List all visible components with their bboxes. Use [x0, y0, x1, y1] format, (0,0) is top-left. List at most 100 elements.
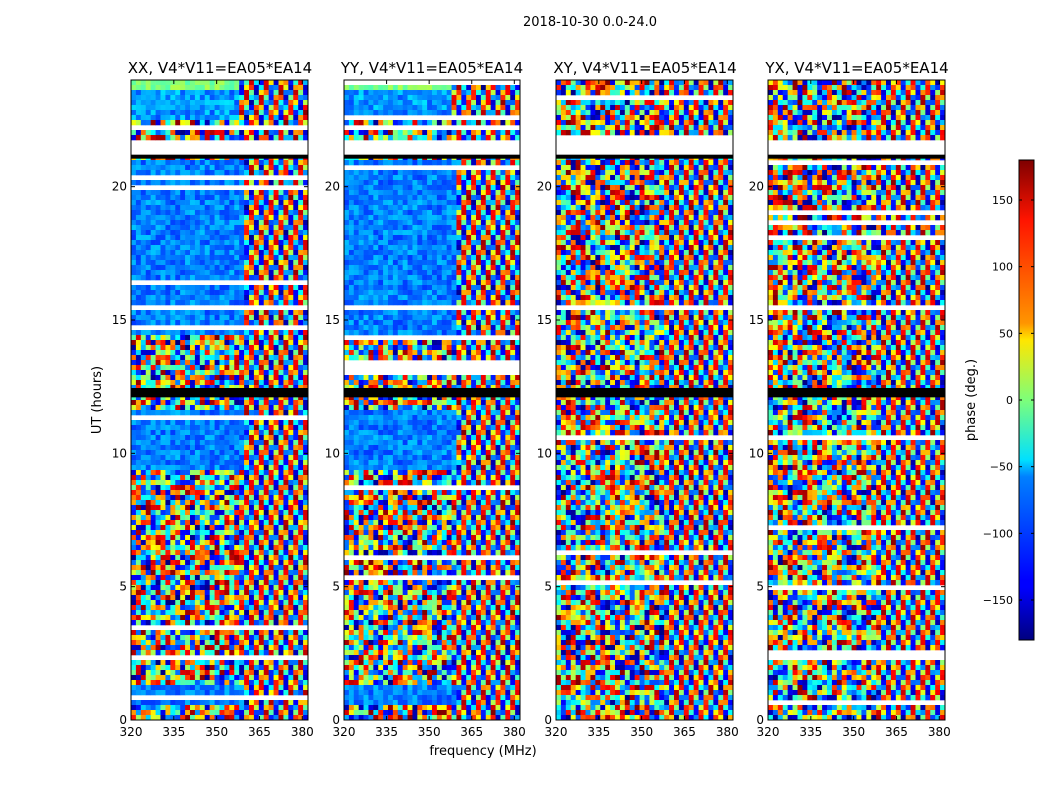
- heatmap-cell-xx: [215, 495, 220, 500]
- heatmap-cell-xx: [170, 225, 175, 230]
- heatmap-cell-xx: [259, 245, 264, 250]
- heatmap-cell-xx: [170, 95, 175, 100]
- heatmap-cell-xx: [264, 535, 269, 540]
- heatmap-cell-xx: [220, 100, 225, 105]
- heatmap-cell-xx: [249, 300, 254, 305]
- heatmap-cell-xx: [161, 95, 166, 100]
- heatmap-cell-yy: [427, 160, 432, 165]
- heatmap-cell-xx: [200, 115, 205, 120]
- heatmap-cell-xx: [283, 170, 288, 175]
- heatmap-cell-xx: [205, 640, 210, 645]
- heatmap-cell-xx: [298, 285, 303, 290]
- heatmap-cell-xx: [283, 515, 288, 520]
- heatmap-cell-yy: [349, 105, 354, 110]
- heatmap-cell-xx: [210, 235, 215, 240]
- heatmap-cell-xx: [175, 660, 180, 665]
- heatmap-cell-xx: [264, 530, 269, 535]
- heatmap-cell-xx: [288, 595, 293, 600]
- heatmap-cell-xx: [175, 205, 180, 210]
- heatmap-cell-xx: [210, 115, 215, 120]
- heatmap-cell-xx: [279, 290, 284, 295]
- heatmap-cell-xx: [200, 240, 205, 245]
- heatmap-cell-yy: [456, 95, 461, 100]
- heatmap-cell-xx: [161, 635, 166, 640]
- heatmap-cell-xx: [161, 195, 166, 200]
- heatmap-cell-yy: [452, 180, 457, 185]
- heatmap-cell-xx: [151, 255, 156, 260]
- heatmap-cell-xx: [288, 540, 293, 545]
- heatmap-cell-xx: [151, 640, 156, 645]
- heatmap-cell-xx: [190, 220, 195, 225]
- heatmap-cell-xx: [175, 555, 180, 560]
- heatmap-cell-yy: [417, 215, 422, 220]
- heatmap-cell-xx: [239, 240, 244, 245]
- heatmap-cell-xx: [141, 535, 146, 540]
- heatmap-cell-xx: [195, 180, 200, 185]
- heatmap-cell-yy: [359, 220, 364, 225]
- heatmap-cell-xx: [264, 425, 269, 430]
- heatmap-cell-xx: [279, 375, 284, 380]
- heatmap-cell-xx: [215, 705, 220, 710]
- heatmap-cell-xx: [205, 195, 210, 200]
- heatmap-cell-xx: [279, 485, 284, 490]
- heatmap-cell-xx: [288, 180, 293, 185]
- heatmap-cell-xx: [151, 85, 156, 90]
- heatmap-cell-yy: [349, 210, 354, 215]
- heatmap-cell-xx: [146, 265, 151, 270]
- heatmap-cell-xx: [210, 165, 215, 170]
- heatmap-cell-yy: [486, 95, 491, 100]
- heatmap-cell-xx: [156, 220, 161, 225]
- heatmap-cell-xx: [165, 210, 170, 215]
- heatmap-cell-xx: [224, 640, 229, 645]
- heatmap-cell-xx: [195, 540, 200, 545]
- heatmap-cell-xx: [170, 605, 175, 610]
- heatmap-cell-xx: [180, 180, 185, 185]
- heatmap-cell-xx: [195, 370, 200, 375]
- heatmap-cell-xx: [200, 530, 205, 535]
- heatmap-cell-xx: [279, 550, 284, 555]
- heatmap-cell-xx: [185, 380, 190, 385]
- heatmap-cell-yy: [359, 120, 364, 125]
- heatmap-cell-xx: [244, 315, 249, 320]
- heatmap-cell-xx: [283, 460, 288, 465]
- heatmap-cell-xx: [205, 85, 210, 90]
- heatmap-cell-xx: [229, 420, 234, 425]
- heatmap-cell-xx: [298, 410, 303, 415]
- heatmap-cell-xx: [224, 205, 229, 210]
- heatmap-cell-xx: [195, 195, 200, 200]
- heatmap-cell-xx: [283, 480, 288, 485]
- heatmap-cell-xx: [151, 165, 156, 170]
- heatmap-cell-xx: [156, 160, 161, 165]
- heatmap-cell-xx: [234, 130, 239, 135]
- heatmap-cell-xx: [200, 370, 205, 375]
- heatmap-cell-xx: [298, 525, 303, 530]
- heatmap-cell-yy: [383, 205, 388, 210]
- heatmap-cell-xx: [210, 705, 215, 710]
- heatmap-cell-xx: [165, 500, 170, 505]
- heatmap-cell-xx: [136, 495, 141, 500]
- heatmap-cell-xx: [131, 630, 136, 635]
- heatmap-cell-xx: [161, 120, 166, 125]
- heatmap-cell-xx: [185, 230, 190, 235]
- heatmap-cell-xx: [175, 350, 180, 355]
- heatmap-cell-xx: [264, 580, 269, 585]
- heatmap-cell-xx: [254, 615, 259, 620]
- heatmap-cell-xx: [161, 165, 166, 170]
- heatmap-cell-xx: [239, 235, 244, 240]
- heatmap-cell-xx: [141, 520, 146, 525]
- heatmap-cell-xx: [205, 570, 210, 575]
- heatmap-cell-xx: [210, 530, 215, 535]
- heatmap-cell-xx: [234, 225, 239, 230]
- heatmap-cell-xx: [215, 360, 220, 365]
- heatmap-cell-xx: [234, 570, 239, 575]
- heatmap-cell-xx: [254, 445, 259, 450]
- heatmap-cell-xx: [175, 585, 180, 590]
- heatmap-cell-xx: [264, 80, 269, 85]
- heatmap-cell-xx: [170, 570, 175, 575]
- heatmap-cell-xx: [185, 650, 190, 655]
- heatmap-cell-yy: [408, 85, 413, 90]
- x-tick-label: 365: [248, 725, 271, 739]
- heatmap-cell-xx: [274, 340, 279, 345]
- heatmap-cell-xx: [259, 440, 264, 445]
- heatmap-cell-xx: [283, 545, 288, 550]
